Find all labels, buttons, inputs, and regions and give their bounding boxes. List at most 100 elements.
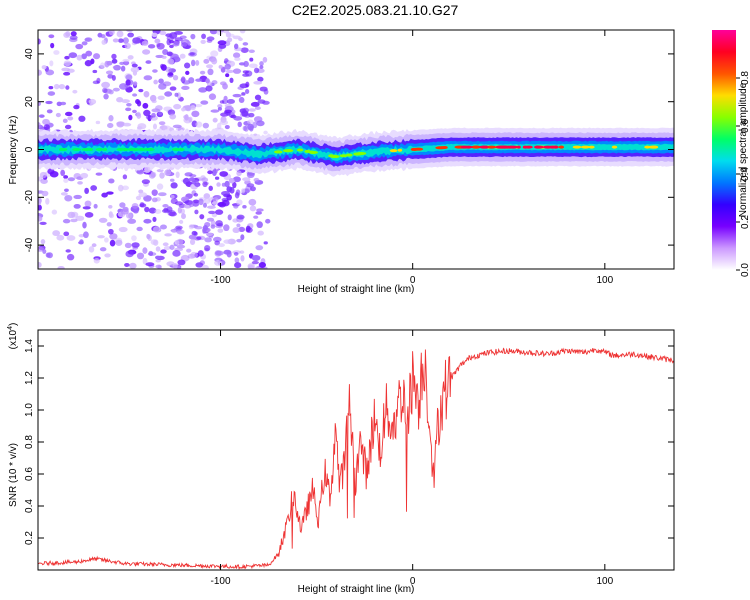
spectrogram-noise-cell: [217, 40, 227, 46]
spectrogram-noise-cell: [237, 121, 242, 128]
spectrogram-noise-cell: [236, 238, 243, 243]
spectrogram-noise-cell: [75, 43, 84, 50]
spectrogram-noise-cell: [176, 244, 186, 249]
spectrogram-noise-cell: [81, 41, 88, 46]
spectrogram-noise-cell: [88, 98, 97, 105]
spectrogram-noise-cell: [76, 54, 83, 61]
spectrogram-noise-cell: [175, 171, 180, 179]
spectrogram-ridge-cell: [524, 145, 533, 149]
spectrogram-noise-cell: [38, 122, 41, 129]
spectrogram-noise-cell: [245, 81, 250, 88]
spectrogram-noise-cell: [126, 30, 134, 33]
spectrogram-noise-cell: [233, 204, 239, 209]
snr-y-tick-label: 0.4: [24, 499, 35, 513]
spectrogram-noise-cell: [38, 262, 42, 268]
spectrogram-noise-cell: [218, 243, 225, 248]
spectrogram-noise-cell: [199, 70, 206, 75]
spectrogram-noise-cell: [199, 214, 205, 220]
spectrogram-noise-cell: [143, 109, 151, 117]
spectrogram-noise-cell: [133, 209, 139, 214]
spectrogram-noise-cell: [64, 188, 69, 192]
spectrogram-noise-cell: [262, 56, 268, 63]
spectrogram-noise-cell: [207, 68, 214, 76]
spectrogram-noise-cell: [56, 234, 65, 241]
spectrogram-noise-cell: [84, 211, 94, 218]
spectrogram-ridge-cell: [144, 148, 152, 151]
spectrogram-noise-cell: [101, 81, 111, 89]
spectrogram-noise-cell: [152, 123, 158, 130]
spectrogram-noise-cell: [238, 226, 246, 233]
spectrogram-noise-cell: [210, 109, 220, 113]
spectrogram-noise-cell: [202, 229, 207, 234]
spectrogram-noise-cell: [209, 30, 218, 35]
spectrogram-noise-cell: [169, 86, 177, 91]
spectrogram-noise-cell: [45, 198, 50, 205]
spectrogram-ridge-cell: [72, 148, 81, 151]
spectrogram-noise-cell: [141, 179, 150, 185]
spectrogram-x-tick-label: 0: [410, 275, 416, 286]
spectrogram-noise-cell: [166, 51, 173, 57]
spectrogram-noise-cell: [127, 218, 137, 224]
spectrogram-noise-cell: [152, 216, 157, 222]
spectrogram-noise-cell: [245, 227, 253, 233]
spectrogram-noise-cell: [196, 236, 202, 240]
spectrogram-noise-cell: [249, 57, 254, 62]
spectrogram-noise-cell: [255, 211, 262, 215]
spectrogram-noise-cell: [251, 260, 259, 265]
spectrogram-noise-cell: [202, 122, 210, 129]
spectrogram-noise-cell: [162, 204, 169, 208]
spectrogram-noise-cell: [204, 237, 212, 243]
spectrogram-noise-cell: [50, 42, 55, 49]
spectrogram-ridge-cell: [464, 145, 473, 149]
spectrogram-noise-cell: [165, 66, 172, 73]
spectrogram-noise-cell: [64, 194, 73, 202]
spectrogram-y-axis-label: Frequency (Hz): [8, 116, 19, 185]
spectrogram-noise-cell: [55, 112, 61, 118]
spectrogram-noise-cell: [80, 172, 89, 179]
spectrogram-noise-cell: [228, 177, 235, 184]
snr-y-tick-label: 1.2: [24, 371, 35, 385]
spectrogram-noise-cell: [104, 237, 109, 243]
spectrogram-noise-cell: [92, 69, 98, 74]
spectrogram-noise-cell: [170, 194, 175, 199]
spectrogram-ridge-cell: [282, 149, 292, 153]
spectrogram-noise-cell: [131, 63, 138, 68]
spectrogram-noise-cell: [63, 178, 69, 183]
spectrogram-noise-cell: [147, 235, 152, 241]
spectrogram-noise-cell: [188, 200, 195, 208]
spectrogram-noise-cell: [191, 179, 200, 185]
spectrogram-noise-cell: [52, 230, 61, 237]
spectrogram-noise-cell: [157, 95, 165, 100]
spectrogram-ridge-cell: [330, 155, 340, 159]
colorbar-tick-label: 0.6: [740, 119, 750, 133]
spectrogram-noise-cell: [125, 107, 132, 112]
spectrogram-noise-cell: [155, 105, 163, 111]
spectrogram-noise-cell: [41, 190, 49, 197]
spectrogram-ridge-cell: [309, 150, 317, 154]
spectrogram-noise-cell: [108, 115, 114, 122]
spectrogram-noise-cell: [195, 262, 204, 268]
spectrogram-noise-cell: [226, 99, 235, 104]
spectrogram-noise-cell: [224, 180, 230, 188]
spectrogram-noise-cell: [197, 250, 204, 257]
spectrogram-noise-cell: [118, 226, 128, 233]
spectrogram-noise-cell: [232, 176, 241, 183]
spectrogram-noise-cell: [51, 209, 58, 215]
spectrogram-noise-cell: [63, 231, 70, 237]
spectrogram-y-tick-label: -40: [24, 237, 35, 252]
spectrogram-noise-cell: [42, 118, 50, 126]
spectrogram-noise-cell: [143, 218, 152, 224]
spectrogram-noise-cell: [191, 230, 198, 236]
spectrogram-noise-cell: [154, 38, 161, 44]
spectrogram-noise-cell: [38, 114, 45, 118]
spectrogram-noise-cell: [142, 257, 148, 265]
spectrogram-noise-cell: [181, 107, 186, 112]
spectrogram-noise-cell: [158, 121, 166, 126]
spectrogram-noise-cell: [184, 114, 189, 121]
spectrogram-noise-cell: [122, 37, 129, 44]
spectrogram-noise-cell: [188, 224, 195, 230]
spectrogram-noise-cell: [165, 33, 173, 38]
spectrogram-noise-cell: [47, 91, 56, 96]
spectrogram-noise-cell: [161, 208, 170, 214]
